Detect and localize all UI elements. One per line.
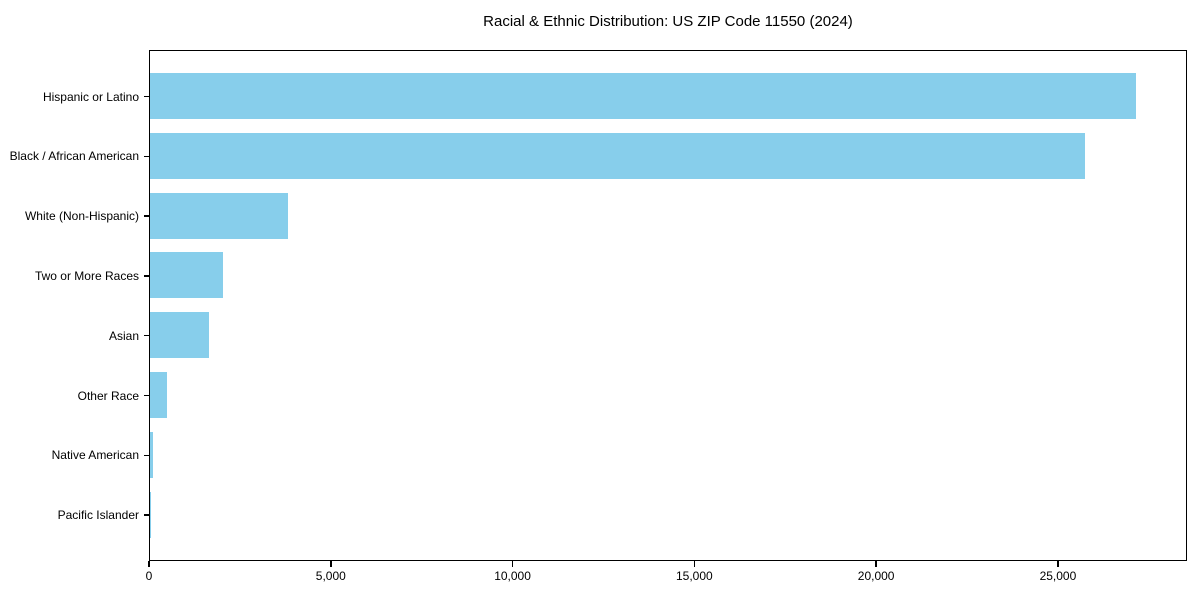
x-axis-tick-label: 5,000 <box>315 569 346 583</box>
bar-black-african-american <box>150 132 1086 179</box>
y-axis-label-black-african-american: Black / African American <box>9 149 139 164</box>
y-axis-label-two-or-more-races: Two or More Races <box>34 268 139 283</box>
x-axis-tick-label: 20,000 <box>857 569 895 583</box>
bar-two-or-more-races <box>150 252 223 299</box>
y-axis-tick <box>143 95 149 98</box>
y-axis-tick <box>143 334 149 337</box>
x-axis-tick <box>875 561 877 567</box>
x-axis-tick <box>330 561 332 567</box>
bar-other-race <box>150 372 167 418</box>
bar-native-american <box>150 431 153 478</box>
x-axis-tick-label: 10,000 <box>494 569 531 583</box>
x-axis-tick <box>511 561 514 567</box>
y-axis-tick <box>143 215 149 217</box>
y-axis-label-asian: Asian <box>108 328 139 343</box>
x-axis-tick-label: 15,000 <box>675 569 713 583</box>
y-axis-label-pacific-islander: Pacific Islander <box>57 508 139 523</box>
x-axis-tick <box>693 561 696 567</box>
y-axis-tick <box>143 275 149 277</box>
y-axis-tick <box>143 514 149 516</box>
x-axis-tick-label: 0 <box>145 569 153 583</box>
y-axis-label-hispanic-or-latino: Hispanic or Latino <box>42 89 139 104</box>
y-axis-label-white-non-hispanic: White (Non-Hispanic) <box>24 209 139 224</box>
y-axis-tick <box>143 155 149 158</box>
x-axis-tick <box>148 561 150 567</box>
bar-hispanic-or-latino <box>150 73 1136 120</box>
plot-area <box>149 50 1187 561</box>
y-axis-tick <box>143 454 149 456</box>
y-axis-label-other-race: Other Race <box>77 388 139 403</box>
chart-title: Racial & Ethnic Distribution: US ZIP Cod… <box>483 13 853 30</box>
y-axis-label-native-american: Native American <box>51 448 139 463</box>
y-axis-tick <box>143 394 149 397</box>
bar-white-non-hispanic <box>150 192 289 239</box>
x-axis-tick <box>1057 561 1059 567</box>
x-axis-tick-label: 25,000 <box>1039 569 1077 583</box>
bar-pacific-islander <box>150 491 151 538</box>
bar-asian <box>150 312 210 359</box>
